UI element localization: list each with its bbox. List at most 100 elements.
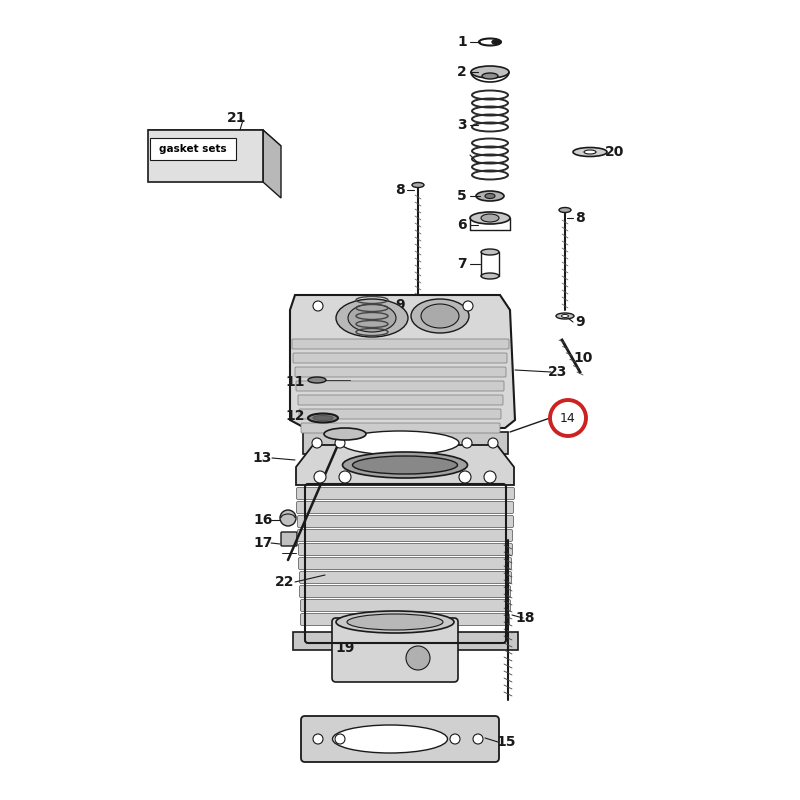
Text: 11: 11	[286, 375, 305, 389]
Text: 2: 2	[457, 65, 467, 79]
Text: 5: 5	[457, 189, 467, 203]
Text: 13: 13	[252, 451, 272, 465]
FancyBboxPatch shape	[297, 502, 514, 514]
Circle shape	[339, 471, 351, 483]
FancyBboxPatch shape	[301, 716, 499, 762]
Text: 6: 6	[457, 218, 467, 232]
Text: 14: 14	[560, 411, 576, 425]
Circle shape	[406, 646, 430, 670]
Ellipse shape	[556, 313, 574, 319]
Text: 23: 23	[548, 365, 568, 379]
Ellipse shape	[342, 452, 467, 478]
Circle shape	[462, 438, 472, 448]
Text: 9: 9	[575, 315, 585, 329]
FancyBboxPatch shape	[298, 530, 513, 542]
Ellipse shape	[412, 182, 424, 187]
FancyBboxPatch shape	[301, 423, 500, 433]
Circle shape	[335, 734, 345, 744]
Ellipse shape	[485, 194, 495, 198]
FancyBboxPatch shape	[296, 381, 504, 391]
FancyBboxPatch shape	[297, 487, 514, 499]
Ellipse shape	[559, 207, 571, 213]
FancyBboxPatch shape	[299, 586, 510, 598]
FancyBboxPatch shape	[298, 543, 513, 555]
FancyBboxPatch shape	[301, 614, 510, 626]
Circle shape	[313, 734, 323, 744]
Ellipse shape	[333, 725, 447, 753]
FancyBboxPatch shape	[293, 353, 507, 363]
Bar	[303, 432, 508, 454]
Text: 16: 16	[254, 513, 273, 527]
Text: 8: 8	[395, 183, 405, 197]
FancyBboxPatch shape	[299, 571, 511, 583]
Text: 10: 10	[574, 351, 593, 365]
Ellipse shape	[308, 377, 326, 383]
Polygon shape	[290, 295, 515, 428]
Ellipse shape	[336, 611, 454, 633]
Text: 18: 18	[515, 611, 534, 625]
FancyBboxPatch shape	[295, 367, 506, 377]
Circle shape	[550, 400, 586, 436]
Text: 8: 8	[575, 211, 585, 225]
Circle shape	[450, 734, 460, 744]
Polygon shape	[263, 130, 281, 198]
Ellipse shape	[324, 428, 366, 440]
FancyBboxPatch shape	[299, 409, 501, 419]
FancyBboxPatch shape	[332, 618, 458, 682]
Ellipse shape	[481, 214, 499, 222]
Ellipse shape	[481, 273, 499, 279]
FancyBboxPatch shape	[292, 339, 509, 349]
FancyBboxPatch shape	[298, 558, 511, 570]
Ellipse shape	[421, 304, 459, 328]
Ellipse shape	[584, 150, 596, 154]
Ellipse shape	[481, 249, 499, 255]
Ellipse shape	[336, 299, 408, 337]
Polygon shape	[296, 445, 514, 485]
Ellipse shape	[573, 147, 607, 157]
Circle shape	[314, 471, 326, 483]
Text: 22: 22	[275, 575, 294, 589]
Ellipse shape	[562, 314, 569, 318]
Ellipse shape	[353, 456, 458, 474]
Circle shape	[313, 301, 323, 311]
FancyBboxPatch shape	[281, 532, 297, 546]
Text: 20: 20	[606, 145, 625, 159]
Text: 21: 21	[227, 111, 246, 125]
Ellipse shape	[411, 299, 469, 333]
Ellipse shape	[347, 614, 443, 630]
Circle shape	[280, 510, 296, 526]
Text: 9: 9	[395, 298, 405, 312]
Bar	[148, 130, 263, 182]
Text: gasket sets: gasket sets	[159, 144, 227, 154]
Ellipse shape	[341, 431, 459, 455]
Bar	[150, 138, 236, 160]
FancyBboxPatch shape	[298, 515, 514, 527]
Text: 17: 17	[254, 536, 273, 550]
Text: 15: 15	[496, 735, 516, 749]
Circle shape	[459, 471, 471, 483]
Bar	[293, 632, 518, 650]
Text: 19: 19	[335, 641, 354, 655]
Ellipse shape	[470, 212, 510, 224]
Ellipse shape	[414, 298, 422, 302]
Ellipse shape	[308, 414, 338, 422]
Ellipse shape	[492, 40, 500, 44]
Ellipse shape	[313, 415, 333, 421]
Polygon shape	[148, 130, 281, 146]
Ellipse shape	[409, 297, 427, 303]
Text: 7: 7	[457, 257, 467, 271]
Circle shape	[488, 438, 498, 448]
Text: 12: 12	[286, 409, 305, 423]
Circle shape	[335, 438, 345, 448]
Circle shape	[312, 438, 322, 448]
Ellipse shape	[471, 66, 509, 78]
FancyBboxPatch shape	[301, 599, 510, 611]
Text: 1: 1	[457, 35, 467, 49]
Circle shape	[473, 734, 483, 744]
FancyBboxPatch shape	[298, 395, 503, 405]
Ellipse shape	[482, 73, 498, 79]
Circle shape	[484, 471, 496, 483]
Circle shape	[463, 301, 473, 311]
Ellipse shape	[476, 191, 504, 201]
Text: 3: 3	[457, 118, 467, 132]
